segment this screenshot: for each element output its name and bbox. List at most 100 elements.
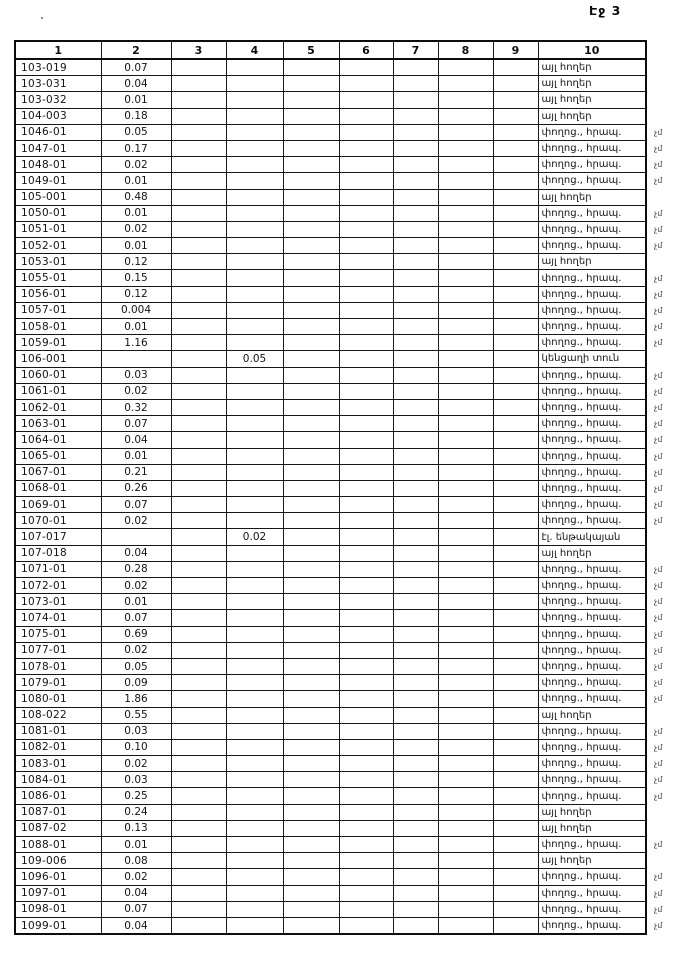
table-row: 1056-01 0.12 փողոց., հրապ. չմ	[14, 285, 680, 303]
cell-col5	[282, 657, 340, 676]
cell-col6	[338, 609, 394, 627]
cell-col6	[338, 706, 394, 724]
cell-col3	[170, 269, 227, 287]
margin-note: չմ	[654, 176, 663, 186]
cell-col5	[282, 496, 340, 514]
cell-col9	[492, 593, 539, 611]
column-header-8: 8	[437, 40, 494, 60]
cell-area: 0.07	[100, 900, 172, 918]
cell-land-use: փողոց., հրապ.	[537, 560, 647, 579]
cell-area: 0.02	[100, 641, 172, 659]
cell-col6	[338, 75, 394, 93]
cell-col6	[338, 269, 394, 287]
cell-col6	[338, 674, 394, 692]
cell-area: 0.13	[100, 819, 172, 838]
table-row: 1062-01 0.32 փողոց., հրապ. չմ	[14, 398, 680, 417]
cell-col4-area	[225, 706, 284, 724]
cell-area: 0.004	[100, 301, 172, 320]
cell-col4-area	[225, 58, 284, 77]
cell-col7	[392, 253, 439, 271]
cell-col4-area	[225, 447, 284, 465]
cell-col9	[492, 835, 539, 854]
cell-area: 0.07	[100, 496, 172, 514]
cell-col6	[338, 123, 394, 141]
cell-land-use: փողոց., հրապ.	[537, 755, 647, 773]
cell-col7	[392, 706, 439, 724]
cell-col3	[170, 75, 227, 93]
cell-col5	[282, 237, 340, 255]
table-row: 1080-01 1.86 փողոց., հրապ. չմ	[14, 690, 680, 708]
cell-col4-area	[225, 156, 284, 174]
cell-col3	[170, 285, 227, 303]
cell-col4-area	[225, 738, 284, 757]
cell-col6	[338, 787, 394, 805]
cell-area: 0.69	[100, 625, 172, 643]
cell-land-use: փողոց., հրապ.	[537, 285, 647, 303]
cell-land-use: էլ. ենթակայան	[537, 528, 647, 546]
cell-col5	[282, 690, 340, 708]
cell-col3	[170, 916, 227, 936]
table-row: 1060-01 0.03 փողոց., հրապ. չմ	[14, 366, 680, 384]
table-row: 1058-01 0.01 փողոց., հրապ. չմ	[14, 317, 680, 336]
cell-land-use: այլ հողեր	[537, 188, 647, 206]
cell-col8	[437, 415, 494, 433]
cell-col6	[338, 868, 394, 886]
table-row: 1083-01 0.02 փողոց., հրապ. չմ	[14, 755, 680, 773]
margin-note: չմ	[654, 435, 663, 445]
cell-land-use: փողոց., հրապ.	[537, 722, 647, 740]
cell-col4-area	[225, 787, 284, 805]
cell-col5	[282, 253, 340, 271]
cell-parcel-id: 1057-01	[14, 301, 102, 320]
cell-col5	[282, 382, 340, 400]
cell-parcel-id: 1069-01	[14, 496, 102, 514]
cell-col6	[338, 156, 394, 174]
cell-parcel-id: 1064-01	[14, 431, 102, 449]
cell-parcel-id: 1098-01	[14, 900, 102, 918]
cell-col4-area	[225, 512, 284, 530]
cell-col8	[437, 738, 494, 757]
cell-col6	[338, 593, 394, 611]
margin-note: չմ	[654, 775, 663, 785]
cell-parcel-id: 103-019	[14, 58, 102, 77]
cell-col3	[170, 172, 227, 190]
cell-col6	[338, 496, 394, 514]
cell-col9	[492, 156, 539, 174]
cell-col9	[492, 317, 539, 336]
cell-col3	[170, 253, 227, 271]
cell-area: 0.12	[100, 285, 172, 303]
table-row: 1096-01 0.02 փողոց., հրապ. չմ	[14, 868, 680, 886]
cell-col7	[392, 91, 439, 109]
cell-col4-area	[225, 415, 284, 433]
cell-col8	[437, 641, 494, 659]
cell-area: 0.24	[100, 803, 172, 821]
cell-col9	[492, 609, 539, 627]
cell-col8	[437, 237, 494, 255]
cell-parcel-id: 1046-01	[14, 123, 102, 141]
cell-col3	[170, 317, 227, 336]
cell-col9	[492, 301, 539, 320]
cell-parcel-id: 1071-01	[14, 560, 102, 579]
cell-col8	[437, 382, 494, 400]
cell-col9	[492, 625, 539, 643]
cell-parcel-id: 1087-02	[14, 819, 102, 838]
cell-col6	[338, 382, 394, 400]
table-header-row: 1 2 3 4 5 6 7 8 9 10	[14, 40, 680, 60]
cell-col7	[392, 560, 439, 579]
cell-parcel-id: 1056-01	[14, 285, 102, 303]
cell-col5	[282, 350, 340, 368]
cell-land-use: փողոց., հրապ.	[537, 496, 647, 514]
cell-land-use: փողոց., հրապ.	[537, 884, 647, 902]
cell-parcel-id: 1062-01	[14, 398, 102, 417]
table-row: 1082-01 0.10 փողոց., հրապ. չմ	[14, 738, 680, 757]
cell-parcel-id: 107-017	[14, 528, 102, 546]
cell-parcel-id: 1087-01	[14, 803, 102, 821]
cell-land-use: փողոց., հրապ.	[537, 835, 647, 854]
cell-col5	[282, 544, 340, 562]
cell-col5	[282, 674, 340, 692]
cell-col4-area	[225, 366, 284, 384]
margin-note: չմ	[654, 451, 663, 461]
table-row: 1055-01 0.15 փողոց., հրապ. չմ	[14, 269, 680, 287]
table-row: 1065-01 0.01 փողոց., հրապ. չմ	[14, 447, 680, 465]
cell-area: 0.04	[100, 431, 172, 449]
cell-col5	[282, 123, 340, 141]
